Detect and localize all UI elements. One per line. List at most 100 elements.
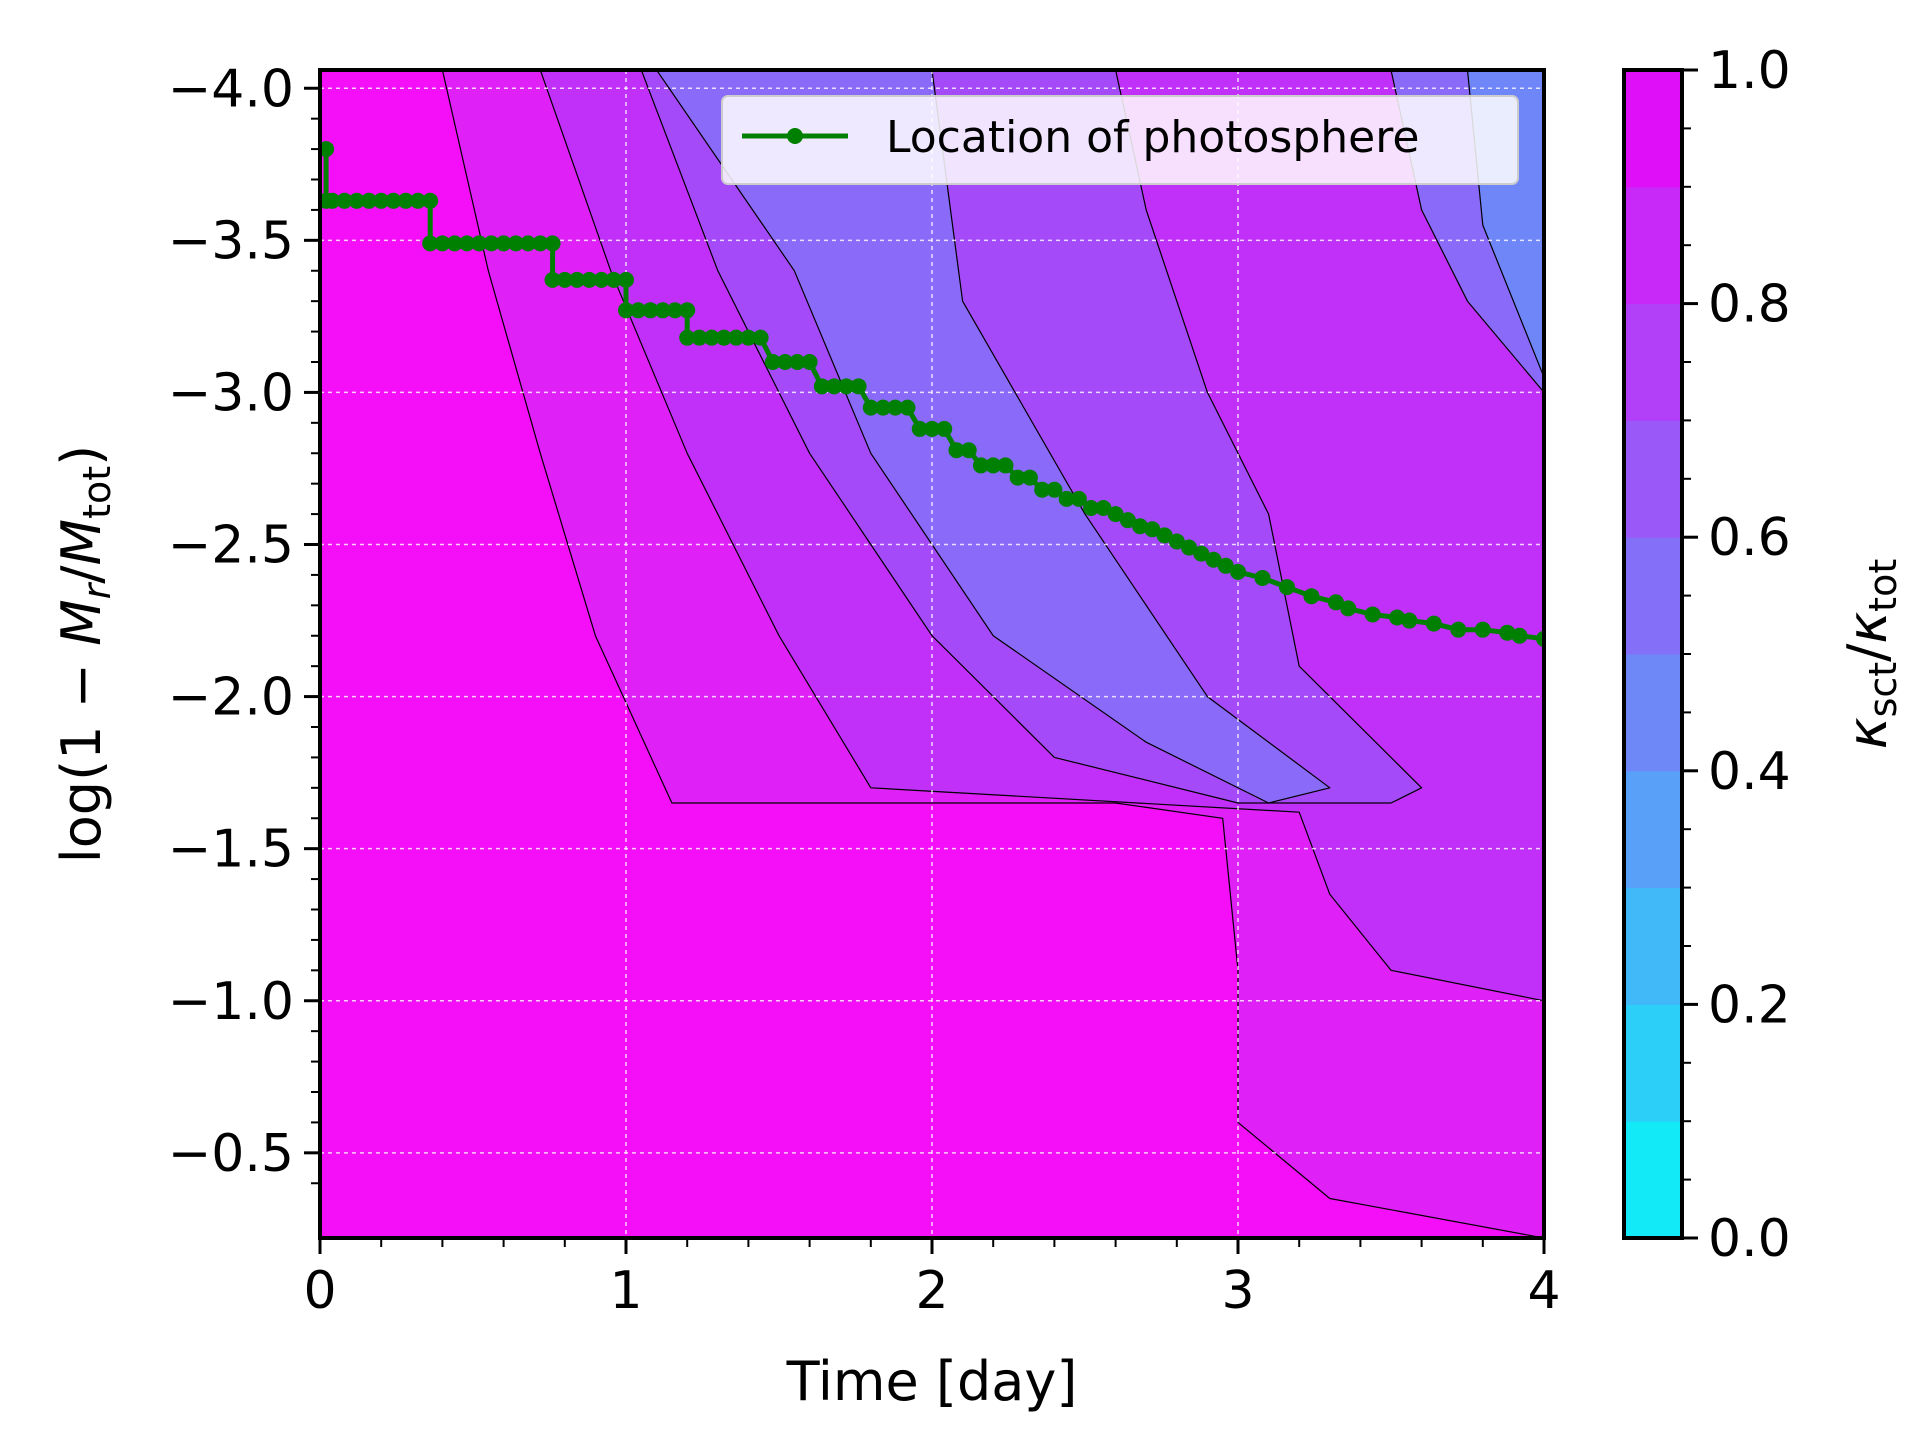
series-point bbox=[422, 235, 439, 252]
series-point bbox=[483, 235, 500, 252]
legend-marker bbox=[787, 128, 803, 144]
colorbar-segment bbox=[1624, 887, 1682, 1005]
series-point bbox=[422, 192, 439, 209]
series-point bbox=[1034, 481, 1051, 498]
series-point bbox=[1119, 512, 1136, 529]
colorbar-tick-label: 1.0 bbox=[1708, 41, 1791, 101]
series-point bbox=[544, 235, 561, 252]
series-point bbox=[826, 378, 843, 395]
y-tick-label: −1.5 bbox=[168, 820, 294, 880]
series-point bbox=[520, 235, 537, 252]
legend-box bbox=[721, 95, 1519, 185]
series-point bbox=[569, 271, 586, 288]
series-point bbox=[1364, 606, 1381, 623]
colorbar-segment bbox=[1624, 420, 1682, 538]
series-point bbox=[752, 329, 769, 346]
series-point bbox=[862, 399, 879, 416]
colorbar-segment bbox=[1624, 1004, 1682, 1122]
x-tick-label: 3 bbox=[1221, 1261, 1254, 1321]
series-point bbox=[446, 235, 463, 252]
series-point bbox=[948, 442, 965, 459]
y-axis: −4.0 −3.5 −3.0 −2.5 −2.0 −1.5 −1.0 −0.5 bbox=[168, 59, 320, 1185]
series-point bbox=[801, 354, 818, 370]
y-tick-label: −3.5 bbox=[168, 211, 294, 271]
series-point bbox=[703, 329, 720, 346]
series-point bbox=[972, 457, 989, 474]
series-point bbox=[887, 399, 904, 416]
series-point bbox=[1070, 490, 1087, 507]
series-point bbox=[1168, 533, 1185, 550]
series-point bbox=[630, 302, 647, 319]
contour-region bbox=[655, 70, 1331, 804]
series-point bbox=[1499, 624, 1516, 641]
x-tick-label: 4 bbox=[1527, 1261, 1560, 1321]
colorbar-tick-label: 0.8 bbox=[1708, 275, 1791, 335]
series-point bbox=[764, 354, 781, 370]
series-point bbox=[1132, 518, 1149, 535]
series-point bbox=[324, 192, 341, 209]
series-point bbox=[1230, 563, 1246, 580]
series-point bbox=[532, 235, 549, 252]
colorbar-tick-label: 0.0 bbox=[1708, 1209, 1791, 1269]
colorbar: 0.0 0.2 0.4 0.6 0.8 1.0 bbox=[1622, 41, 1791, 1269]
series-point bbox=[850, 378, 867, 395]
series-point bbox=[715, 329, 732, 346]
x-tick-label: 0 bbox=[303, 1261, 336, 1321]
legend: Location of photosphere bbox=[721, 95, 1519, 185]
series-point bbox=[642, 302, 659, 319]
series-point bbox=[813, 378, 830, 395]
y-tick-label: −2.5 bbox=[168, 516, 294, 576]
series-point bbox=[1156, 527, 1173, 544]
colorbar-label: κsct/κtot bbox=[1836, 559, 1905, 750]
series-point bbox=[936, 420, 953, 437]
colorbar-segment bbox=[1624, 537, 1682, 655]
y-tick-label: −1.0 bbox=[168, 972, 294, 1032]
series-point bbox=[924, 420, 940, 437]
series-point bbox=[1021, 469, 1038, 486]
series-point bbox=[373, 192, 390, 209]
series-point bbox=[1181, 539, 1198, 556]
series-point bbox=[409, 192, 426, 209]
legend-label: Location of photosphere bbox=[886, 112, 1419, 163]
series-point bbox=[679, 329, 696, 346]
colorbar-segment bbox=[1624, 186, 1682, 305]
series-point bbox=[838, 378, 855, 395]
colorbar-segment bbox=[1624, 70, 1682, 188]
series-point bbox=[1389, 609, 1406, 626]
series-point bbox=[1450, 621, 1467, 638]
series-point bbox=[740, 329, 757, 346]
series-layer bbox=[320, 141, 1544, 647]
series-point bbox=[495, 235, 512, 252]
series-point bbox=[1144, 521, 1161, 538]
colorbar-tick-label: 0.2 bbox=[1708, 975, 1791, 1035]
series-point bbox=[1046, 481, 1063, 498]
series-point bbox=[1095, 500, 1112, 516]
series-point bbox=[1107, 506, 1124, 523]
series-point bbox=[1058, 490, 1075, 507]
colorbar-segment bbox=[1624, 1121, 1682, 1239]
series-point bbox=[544, 271, 561, 288]
series-point bbox=[1425, 615, 1442, 632]
series-point bbox=[434, 235, 451, 252]
series-point bbox=[593, 271, 610, 288]
series-point bbox=[581, 271, 598, 288]
colorbar-segment bbox=[1624, 770, 1682, 889]
series-point bbox=[605, 271, 622, 288]
series-point bbox=[985, 457, 1002, 474]
series-point bbox=[397, 192, 414, 209]
series-point bbox=[1511, 627, 1528, 644]
series-point bbox=[960, 442, 977, 459]
y-tick-label: −2.0 bbox=[168, 668, 294, 728]
y-tick-label: −0.5 bbox=[168, 1124, 294, 1184]
series-point bbox=[320, 141, 335, 158]
series-point bbox=[458, 235, 475, 252]
series-point bbox=[1303, 588, 1320, 605]
series-point bbox=[728, 329, 745, 346]
x-axis-label: Time [day] bbox=[786, 1350, 1078, 1413]
series-point bbox=[507, 235, 524, 252]
series-point bbox=[777, 354, 794, 370]
series-point bbox=[471, 235, 488, 252]
series-point bbox=[1474, 621, 1491, 638]
series-point bbox=[385, 192, 402, 209]
